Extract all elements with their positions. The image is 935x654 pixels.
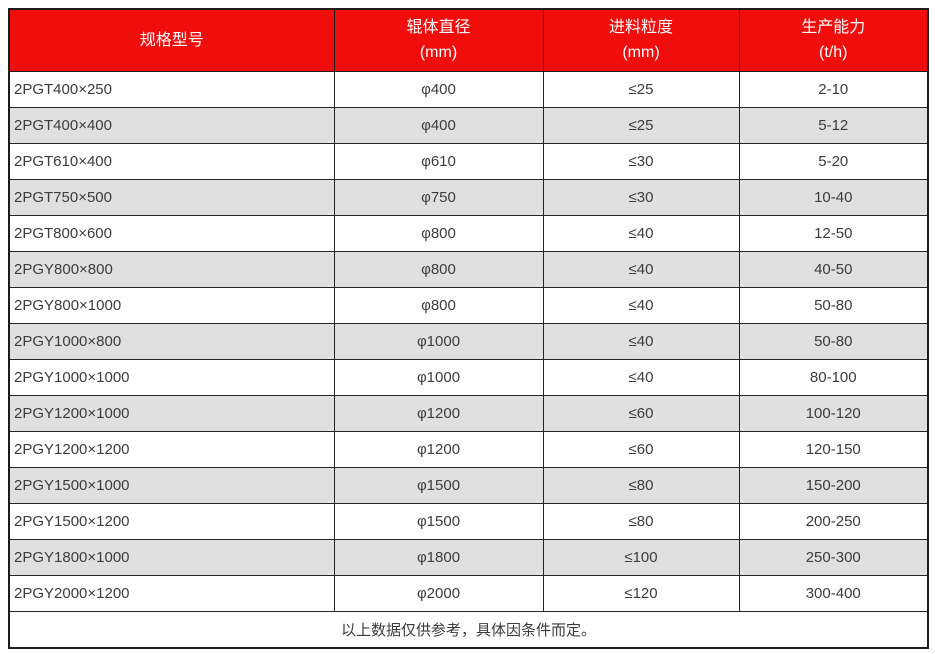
- col-header-roller-diameter: 辊体直径 (mm): [333, 8, 544, 72]
- table-row: 2PGY800×800 φ800 ≤40 40-50: [8, 250, 929, 288]
- model-cell: 2PGY1500×1200: [8, 502, 335, 540]
- col-header-capacity-unit: (t/h): [819, 44, 848, 62]
- feed-size-cell: ≤60: [542, 430, 740, 468]
- spec-table: 规格型号 辊体直径 (mm) 进料粒度 (mm) 生产能力 (t/h) 2PGT…: [8, 8, 929, 649]
- roller-diameter-cell: φ800: [333, 286, 544, 324]
- capacity-cell: 40-50: [738, 250, 929, 288]
- capacity-cell: 2-10: [738, 70, 929, 108]
- capacity-cell: 5-20: [738, 142, 929, 180]
- col-header-capacity-label: 生产能力: [801, 19, 866, 37]
- feed-size-cell: ≤25: [542, 106, 740, 144]
- feed-size-cell: ≤40: [542, 358, 740, 396]
- roller-diameter-cell: φ1200: [333, 430, 544, 468]
- table-row: 2PGY2000×1200 φ2000 ≤120 300-400: [8, 574, 929, 612]
- footnote-row: 以上数据仅供参考，具体因条件而定。: [8, 610, 929, 649]
- capacity-cell: 80-100: [738, 358, 929, 396]
- col-header-model: 规格型号: [8, 8, 335, 72]
- capacity-cell: 50-80: [738, 322, 929, 360]
- table-row: 2PGT750×500 φ750 ≤30 10-40: [8, 178, 929, 216]
- roller-diameter-cell: φ400: [333, 106, 544, 144]
- model-cell: 2PGT800×600: [8, 214, 335, 252]
- model-cell: 2PGT610×400: [8, 142, 335, 180]
- table-header: 规格型号 辊体直径 (mm) 进料粒度 (mm) 生产能力 (t/h): [8, 8, 929, 72]
- feed-size-cell: ≤30: [542, 142, 740, 180]
- feed-size-cell: ≤40: [542, 214, 740, 252]
- roller-diameter-cell: φ400: [333, 70, 544, 108]
- model-cell: 2PGT400×400: [8, 106, 335, 144]
- table-row: 2PGT610×400 φ610 ≤30 5-20: [8, 142, 929, 180]
- roller-diameter-cell: φ1500: [333, 502, 544, 540]
- model-cell: 2PGY1000×1000: [8, 358, 335, 396]
- table-footer: 以上数据仅供参考，具体因条件而定。: [8, 610, 929, 649]
- model-cell: 2PGY800×1000: [8, 286, 335, 324]
- feed-size-cell: ≤30: [542, 178, 740, 216]
- capacity-cell: 100-120: [738, 394, 929, 432]
- roller-diameter-cell: φ1200: [333, 394, 544, 432]
- capacity-cell: 300-400: [738, 574, 929, 612]
- roller-diameter-cell: φ610: [333, 142, 544, 180]
- capacity-cell: 5-12: [738, 106, 929, 144]
- table-row: 2PGY1500×1200 φ1500 ≤80 200-250: [8, 502, 929, 540]
- model-cell: 2PGY2000×1200: [8, 574, 335, 612]
- feed-size-cell: ≤40: [542, 286, 740, 324]
- header-row: 规格型号 辊体直径 (mm) 进料粒度 (mm) 生产能力 (t/h): [8, 8, 929, 72]
- col-header-roller-diameter-label: 辊体直径: [406, 19, 471, 37]
- roller-diameter-cell: φ800: [333, 250, 544, 288]
- roller-diameter-cell: φ1800: [333, 538, 544, 576]
- roller-diameter-cell: φ1500: [333, 466, 544, 504]
- table-row: 2PGT400×400 φ400 ≤25 5-12: [8, 106, 929, 144]
- model-cell: 2PGY800×800: [8, 250, 335, 288]
- model-cell: 2PGT400×250: [8, 70, 335, 108]
- table-row: 2PGY1500×1000 φ1500 ≤80 150-200: [8, 466, 929, 504]
- col-header-capacity: 生产能力 (t/h): [738, 8, 929, 72]
- col-header-roller-diameter-unit: (mm): [419, 44, 458, 62]
- col-header-feed-size: 进料粒度 (mm): [542, 8, 740, 72]
- roller-diameter-cell: φ800: [333, 214, 544, 252]
- roller-diameter-cell: φ1000: [333, 358, 544, 396]
- capacity-cell: 50-80: [738, 286, 929, 324]
- capacity-cell: 200-250: [738, 502, 929, 540]
- feed-size-cell: ≤80: [542, 466, 740, 504]
- table-row: 2PGY1000×800 φ1000 ≤40 50-80: [8, 322, 929, 360]
- footnote-text: 以上数据仅供参考，具体因条件而定。: [8, 610, 929, 649]
- capacity-cell: 120-150: [738, 430, 929, 468]
- capacity-cell: 12-50: [738, 214, 929, 252]
- model-cell: 2PGY1500×1000: [8, 466, 335, 504]
- table-row: 2PGT400×250 φ400 ≤25 2-10: [8, 70, 929, 108]
- model-cell: 2PGY1800×1000: [8, 538, 335, 576]
- model-cell: 2PGY1200×1000: [8, 394, 335, 432]
- col-header-feed-size-unit: (mm): [622, 44, 660, 62]
- feed-size-cell: ≤40: [542, 322, 740, 360]
- model-cell: 2PGT750×500: [8, 178, 335, 216]
- capacity-cell: 250-300: [738, 538, 929, 576]
- table-row: 2PGT800×600 φ800 ≤40 12-50: [8, 214, 929, 252]
- model-cell: 2PGY1000×800: [8, 322, 335, 360]
- feed-size-cell: ≤25: [542, 70, 740, 108]
- feed-size-cell: ≤120: [542, 574, 740, 612]
- col-header-feed-size-label: 进料粒度: [608, 19, 673, 37]
- feed-size-cell: ≤100: [542, 538, 740, 576]
- col-header-model-label: 规格型号: [139, 31, 204, 49]
- table-row: 2PGY1200×1000 φ1200 ≤60 100-120: [8, 394, 929, 432]
- model-cell: 2PGY1200×1200: [8, 430, 335, 468]
- feed-size-cell: ≤60: [542, 394, 740, 432]
- roller-diameter-cell: φ1000: [333, 322, 544, 360]
- table-row: 2PGY800×1000 φ800 ≤40 50-80: [8, 286, 929, 324]
- roller-diameter-cell: φ750: [333, 178, 544, 216]
- table-body: 2PGT400×250 φ400 ≤25 2-10 2PGT400×400 φ4…: [8, 70, 929, 612]
- table-row: 2PGY1000×1000 φ1000 ≤40 80-100: [8, 358, 929, 396]
- feed-size-cell: ≤80: [542, 502, 740, 540]
- capacity-cell: 10-40: [738, 178, 929, 216]
- roller-diameter-cell: φ2000: [333, 574, 544, 612]
- table-row: 2PGY1800×1000 φ1800 ≤100 250-300: [8, 538, 929, 576]
- feed-size-cell: ≤40: [542, 250, 740, 288]
- table-row: 2PGY1200×1200 φ1200 ≤60 120-150: [8, 430, 929, 468]
- capacity-cell: 150-200: [738, 466, 929, 504]
